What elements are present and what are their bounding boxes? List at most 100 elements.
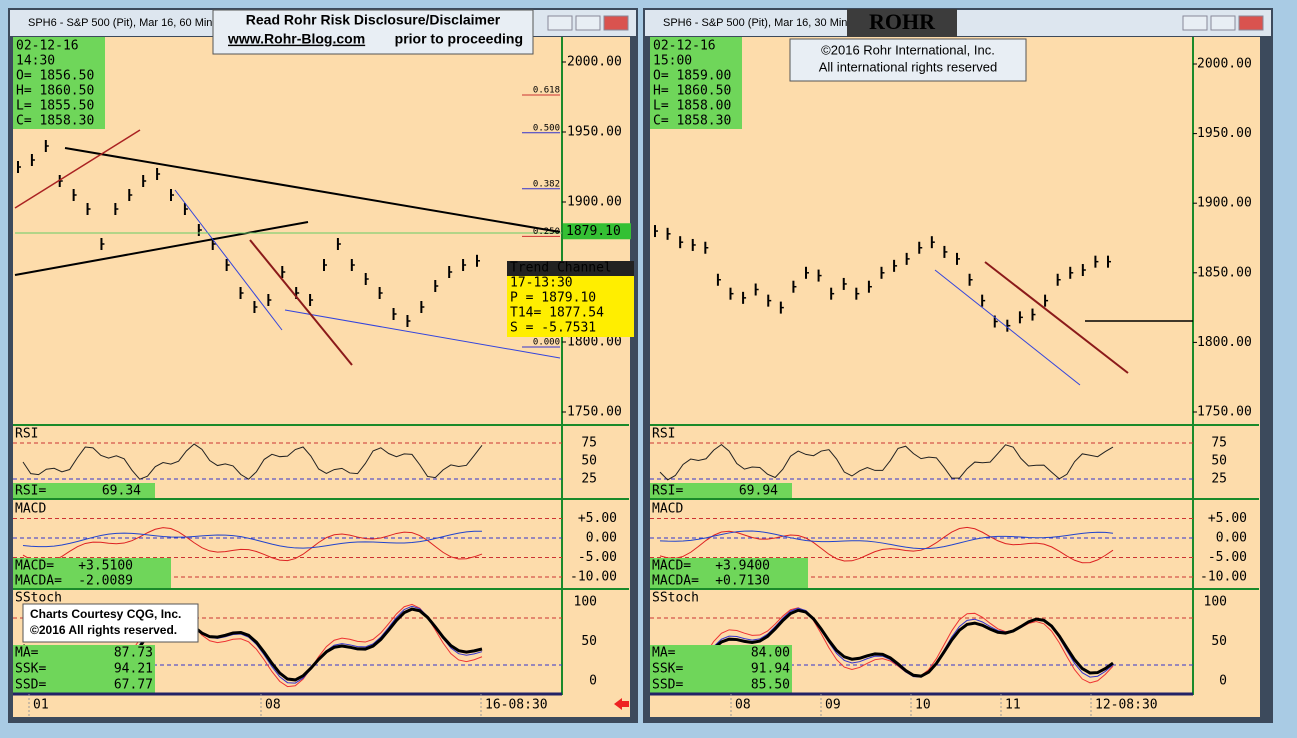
title-bar bbox=[645, 10, 1271, 36]
time-label: 12-08:30 bbox=[1095, 698, 1158, 713]
trend-channel-header bbox=[507, 261, 634, 276]
stoch-tick-label: 100 bbox=[1204, 595, 1227, 610]
macd-readout bbox=[650, 558, 808, 588]
macd-value: +0.7130 bbox=[715, 574, 770, 589]
macd-tick-label: -5.00 bbox=[578, 550, 617, 565]
trend-channel-text: Trend Channel bbox=[510, 261, 612, 276]
info-text: 14:30 bbox=[16, 54, 55, 69]
panel-label: RSI bbox=[15, 427, 38, 442]
price-tick-label: 1850.00 bbox=[1197, 265, 1252, 280]
macda-line bbox=[22, 530, 483, 549]
rsi-value: 69.94 bbox=[739, 484, 778, 499]
macd-label: MACD= bbox=[15, 559, 54, 574]
macd-label: MACDA= bbox=[15, 574, 62, 589]
stoch-tick-label: 100 bbox=[574, 595, 597, 610]
info-box bbox=[13, 37, 105, 129]
close-button[interactable] bbox=[1238, 15, 1264, 31]
banner bbox=[212, 9, 534, 55]
copyright-box bbox=[789, 38, 1027, 82]
maximize-button[interactable] bbox=[575, 15, 601, 31]
close-button[interactable] bbox=[603, 15, 629, 31]
macd-value: -2.0089 bbox=[78, 574, 133, 589]
macd-value: +3.9400 bbox=[715, 559, 770, 574]
price-tick-label: 1800.00 bbox=[567, 335, 622, 350]
macd-value: +3.5100 bbox=[78, 559, 133, 574]
info-text: L= 1855.50 bbox=[16, 99, 94, 114]
copyright-line2: All international rights reserved bbox=[819, 59, 997, 74]
banner-link[interactable]: www.Rohr-Blog.com bbox=[227, 31, 365, 47]
time-label: 08 bbox=[265, 698, 281, 713]
scroll-arrow[interactable] bbox=[614, 698, 629, 710]
rsi-tick-label: 50 bbox=[581, 454, 597, 469]
trend-channel-text: T14= 1877.54 bbox=[510, 306, 604, 321]
macd-tick-label: +5.00 bbox=[1208, 511, 1247, 526]
macd-line bbox=[22, 527, 483, 564]
price-tick-label: 2000.00 bbox=[1197, 57, 1252, 72]
time-label: 09 bbox=[825, 698, 841, 713]
last-price-box bbox=[563, 223, 631, 240]
stoch-label: SSD= bbox=[652, 678, 683, 693]
rsi-tick-label: 50 bbox=[1211, 454, 1227, 469]
price-tick-label: 1950.00 bbox=[1197, 126, 1252, 141]
info-text: O= 1859.00 bbox=[653, 69, 731, 84]
stoch-value: 91.94 bbox=[751, 662, 790, 677]
fib-label: 0.500 bbox=[533, 123, 560, 133]
time-label: 16-08:30 bbox=[485, 698, 548, 713]
rsi-readout bbox=[13, 483, 155, 498]
macd-tick-label: -10.00 bbox=[1200, 570, 1247, 585]
panel-label: SStoch bbox=[652, 591, 699, 606]
time-axis bbox=[13, 695, 630, 715]
window-title: SPH6 - S&P 500 (Pit), Mar 16, 30 Min bbox=[663, 17, 847, 29]
trend-line bbox=[14, 221, 309, 276]
stoch-tick-label: 50 bbox=[581, 634, 597, 649]
rsi-readout bbox=[650, 483, 792, 498]
macd-tick-label: 0.00 bbox=[1216, 531, 1247, 546]
window-title: SPH6 - S&P 500 (Pit), Mar 16, 60 Min bbox=[28, 17, 212, 29]
banner-line1: Read Rohr Risk Disclosure/Disclaimer bbox=[246, 12, 501, 28]
stoch-tick-label: 0 bbox=[589, 674, 597, 689]
price-tick-label: 1900.00 bbox=[1197, 196, 1252, 211]
trend-channel-text: S = -5.7531 bbox=[510, 321, 596, 336]
stoch-tick-label: 50 bbox=[1211, 634, 1227, 649]
macd-label: MACD= bbox=[652, 559, 691, 574]
courtesy-box bbox=[22, 603, 199, 643]
trend-channel-text: 17-13:30 bbox=[510, 276, 573, 291]
copyright-line1: ©2016 Rohr International, Inc. bbox=[821, 42, 995, 57]
fib-label: 0.250 bbox=[533, 227, 560, 237]
banner-line2: prior to proceeding bbox=[395, 31, 523, 47]
time-label: 10 bbox=[915, 698, 931, 713]
last-price: 1879.10 bbox=[566, 224, 621, 239]
channel-line bbox=[984, 261, 1129, 374]
channel-line bbox=[284, 309, 561, 359]
stoch-label: SSD= bbox=[15, 678, 46, 693]
info-text: C= 1858.30 bbox=[653, 114, 731, 129]
macd-readout bbox=[13, 558, 171, 588]
price-tick-label: 1800.00 bbox=[1197, 335, 1252, 350]
ma-line bbox=[658, 608, 1114, 683]
rsi-tick-label: 25 bbox=[1211, 472, 1227, 487]
time-label: 11 bbox=[1005, 698, 1021, 713]
time-axis bbox=[650, 695, 1260, 715]
info-box bbox=[650, 37, 742, 129]
rsi-line bbox=[22, 443, 483, 480]
info-text: H= 1860.50 bbox=[16, 84, 94, 99]
time-label: 08 bbox=[735, 698, 751, 713]
minimize-button[interactable] bbox=[547, 15, 573, 31]
stoch-readout bbox=[13, 645, 155, 693]
logo: ROHR bbox=[869, 9, 936, 34]
channel-line bbox=[249, 239, 353, 366]
trend-channel-text: P = 1879.10 bbox=[510, 291, 596, 306]
info-text: C= 1858.30 bbox=[16, 114, 94, 129]
trend-line bbox=[64, 147, 561, 233]
stoch-value: 84.00 bbox=[751, 646, 790, 661]
price-tick-label: 1750.00 bbox=[1197, 405, 1252, 420]
rsi-tick-label: 75 bbox=[1211, 436, 1227, 451]
stoch-tick-label: 0 bbox=[1219, 674, 1227, 689]
stoch-value: 67.77 bbox=[114, 678, 153, 693]
chart-area bbox=[650, 37, 1260, 717]
minimize-button[interactable] bbox=[1182, 15, 1208, 31]
macd-tick-label: 0.00 bbox=[586, 531, 617, 546]
maximize-button[interactable] bbox=[1210, 15, 1236, 31]
